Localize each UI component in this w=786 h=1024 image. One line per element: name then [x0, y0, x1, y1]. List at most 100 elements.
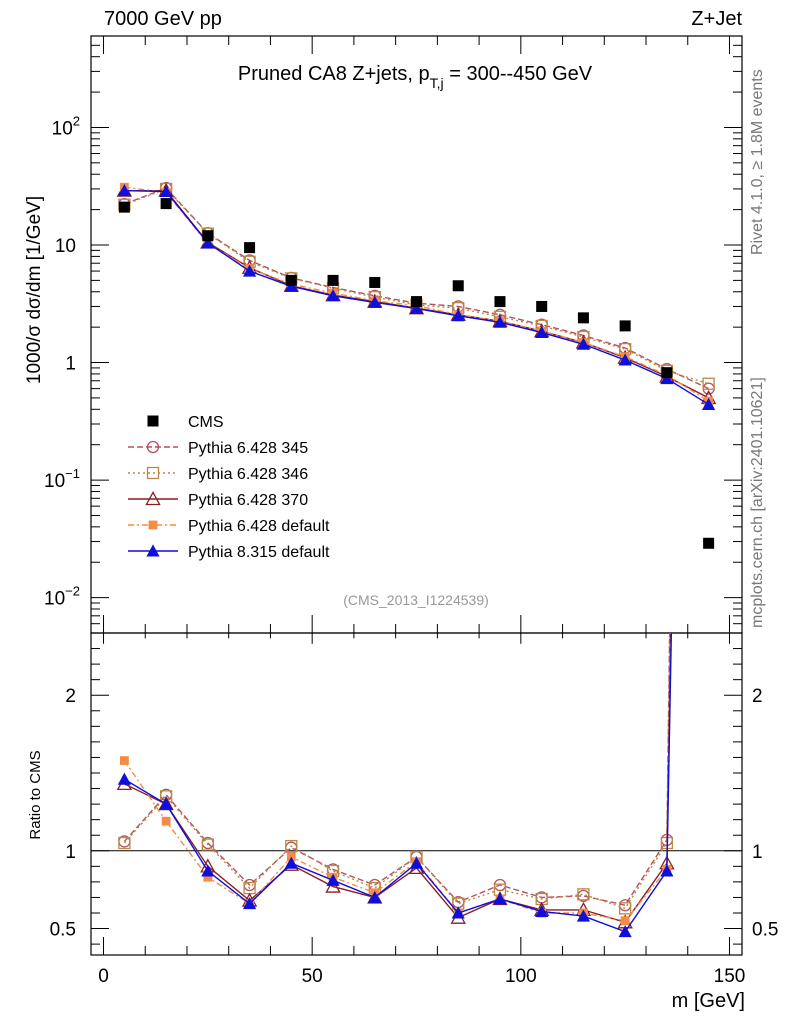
analysis-id: (CMS_2013_I1224539)	[343, 592, 489, 608]
y-tick-label-base: 1	[65, 354, 76, 375]
legend-label: Pythia 8.315 default	[188, 544, 330, 561]
y-tick-label-exponent: −1	[65, 466, 80, 481]
plot-title: Pruned CA8 Z+jets, pT,j = 300--450 GeV	[238, 63, 593, 91]
series-point	[493, 315, 507, 328]
series-ratio-point	[576, 909, 591, 922]
y-tick-label-base: 10	[55, 236, 76, 257]
legend-cms-label: CMS	[188, 414, 224, 431]
series-ratio-point	[159, 797, 173, 810]
cms-data-point	[244, 242, 256, 254]
cms-data-point	[536, 300, 548, 312]
series-ratio-point	[117, 772, 131, 785]
series-ratio-point	[285, 839, 298, 853]
cms-data-point	[160, 198, 172, 210]
series-point	[618, 353, 632, 366]
energy-label: 7000 GeV pp	[104, 8, 222, 30]
series-point	[368, 295, 382, 308]
ratio-plot-frame	[90, 632, 743, 956]
series-ratio-point	[493, 892, 507, 905]
series-ratio-point	[619, 902, 632, 915]
series-ratio-point	[203, 872, 213, 882]
legend-label: Pythia 6.428 346	[188, 466, 308, 483]
legend-marker	[146, 544, 160, 557]
legend-marker	[145, 491, 161, 506]
legend-entry-pythia-6-428-345: Pythia 6.428 345	[128, 440, 308, 457]
series-point	[326, 289, 340, 302]
mcplots-label: mcplots.cern.ch [arXiv:2401.10621]	[749, 377, 766, 628]
series-ratio-point	[660, 864, 674, 877]
legend-label: Pythia 6.428 default	[188, 518, 330, 535]
cms-data-point	[202, 230, 214, 242]
series-ratio-point	[409, 856, 424, 869]
x-tick-label: 100	[505, 966, 537, 987]
cms-data-point	[494, 296, 506, 308]
legend-entry-pythia-6-428-346: Pythia 6.428 346	[128, 466, 308, 483]
x-tick-label: 150	[714, 966, 746, 987]
series-ratio-point	[619, 899, 632, 912]
ratio-tick-label-left: 0.5	[50, 920, 76, 941]
series-main-pythia-6-428-default	[119, 182, 714, 406]
series-point	[535, 325, 549, 339]
x-tick-label: 50	[302, 966, 323, 987]
series-ratio-pythia-6-428-370	[116, 633, 675, 929]
x-tick-label: 0	[98, 966, 109, 987]
series-ratio-point	[242, 897, 257, 910]
legend-entry-cms: CMS	[147, 414, 224, 431]
series-point	[702, 377, 715, 390]
legend-marker	[146, 466, 160, 480]
series-ratio-point	[325, 878, 341, 893]
y-tick-label-exponent: 2	[73, 113, 80, 128]
ratio-tick-label-right: 2	[752, 686, 763, 707]
series-point	[451, 309, 465, 322]
series-ratio-point	[118, 836, 131, 850]
series-pythia-6-428-default	[119, 182, 714, 926]
plot-title-main: Pruned CA8 Z+jets, p	[238, 63, 430, 85]
cms-data-point	[118, 201, 130, 213]
series-ratio-point	[368, 890, 382, 903]
y-tick-label-base: 10	[44, 471, 65, 492]
y-tick-label: 10−2	[44, 584, 80, 610]
series-ratio-point	[201, 864, 215, 877]
plot-title-subscript: T,j	[430, 75, 444, 91]
legend-marker	[148, 520, 158, 530]
cms-data-point	[661, 367, 673, 379]
y-tick-label: 102	[52, 113, 80, 139]
cms-data-point	[285, 274, 297, 286]
legend-entry-pythia-8-315-default: Pythia 8.315 default	[128, 544, 330, 561]
series-point	[117, 184, 131, 197]
series-pythia-6-428-370	[116, 182, 717, 929]
series-ratio-pythia-6-428-default	[119, 633, 672, 926]
series-point	[576, 337, 591, 350]
y-tick-label: 10−1	[44, 466, 80, 492]
legend-label: Pythia 6.428 370	[188, 492, 308, 509]
series-ratio-line	[123, 633, 672, 922]
ratio-tick-label-left: 2	[65, 686, 76, 707]
cms-data-point	[327, 274, 339, 286]
series-ratio-pythia-8-315-default	[117, 633, 674, 938]
y-tick-label: 1	[65, 354, 76, 375]
series-ratio-point	[161, 816, 171, 826]
legend: CMS Pythia 6.428 345 Pythia 6.428 346 Pythi…	[128, 414, 330, 561]
cms-data-points	[118, 198, 715, 549]
x-axis-label: m [GeV]	[672, 990, 745, 1012]
series-ratio-point	[326, 873, 340, 886]
ratio-tick-label-right: 1	[752, 842, 763, 863]
series-ratio-line	[124, 633, 672, 924]
series-point	[702, 397, 716, 410]
series-ratio-point	[201, 838, 214, 851]
cms-data-point	[703, 537, 715, 549]
series-point	[409, 301, 424, 315]
legend-label: Pythia 6.428 345	[188, 440, 308, 457]
series-ratio-point	[119, 756, 129, 765]
axis-ticks	[91, 35, 742, 955]
series-main-pythia-6-428-370	[116, 182, 717, 405]
cms-data-point	[577, 312, 589, 324]
series-ratio-point	[284, 856, 298, 869]
series-ratio-point	[618, 925, 632, 938]
ratio-tick-label-right: 0.5	[752, 920, 778, 941]
series-line	[124, 186, 709, 402]
series-ratio-point	[620, 916, 630, 926]
ratio-axis-label: Ratio to CMS	[27, 750, 44, 839]
